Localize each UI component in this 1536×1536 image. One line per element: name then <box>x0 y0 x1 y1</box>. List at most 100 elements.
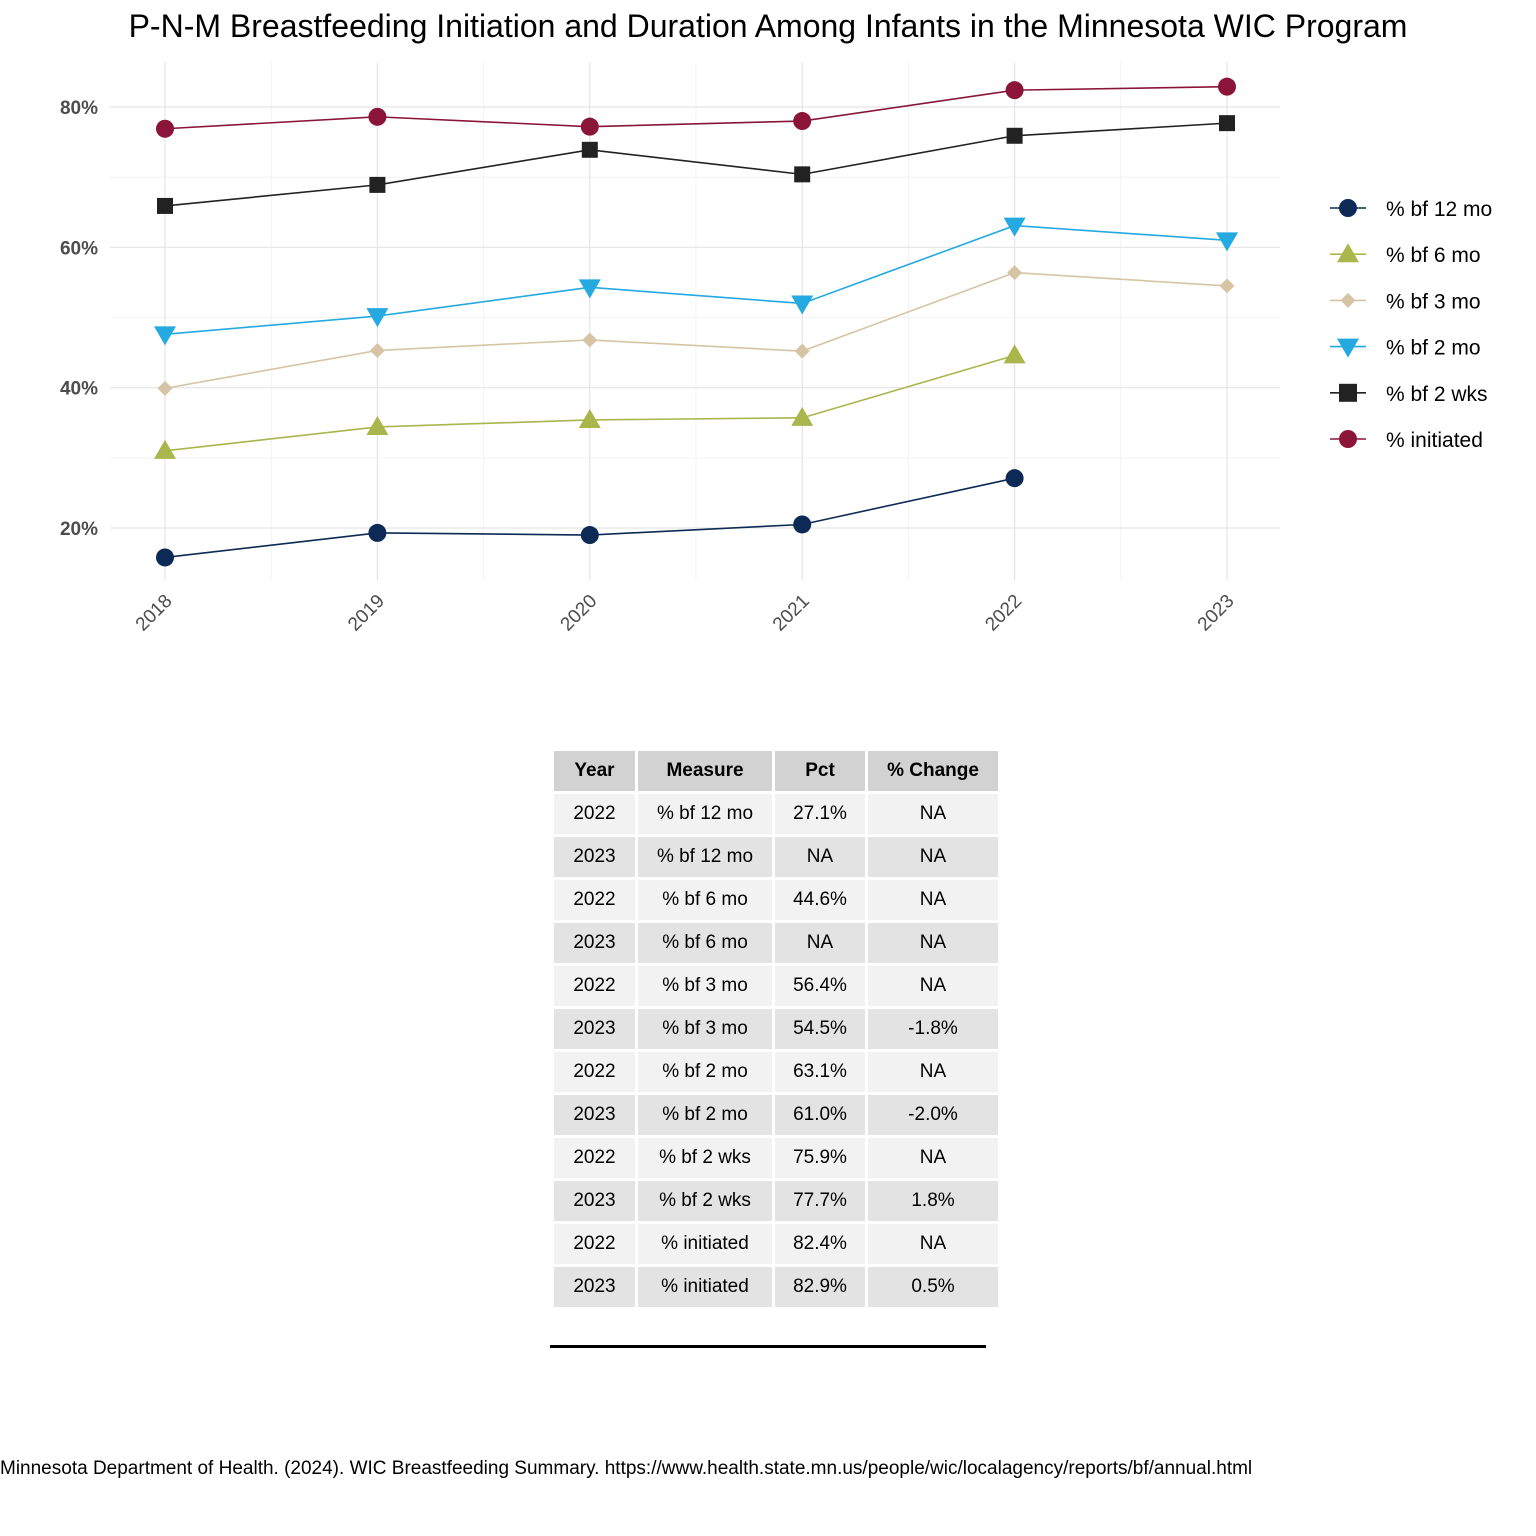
legend-label: % bf 3 mo <box>1386 290 1481 313</box>
source-citation: Minnesota Department of Health. (2024). … <box>0 1458 1253 1479</box>
table-cell: 0.5% <box>868 1267 998 1307</box>
line-chart: 20% 40% 60% 80% 2018 2019 2020 2021 2022 2023 % b… <box>60 62 1492 636</box>
table-cell: 2022 <box>554 1224 635 1264</box>
table-cell: 61.0% <box>775 1095 865 1135</box>
table-cell: 2023 <box>554 1009 635 1049</box>
table-cell: 82.9% <box>775 1267 865 1307</box>
table-header-cell: Year <box>554 751 635 791</box>
data-point <box>368 523 387 542</box>
legend-label: % bf 2 mo <box>1386 337 1481 360</box>
table-row: 2023% bf 12 mo NA NA <box>554 837 998 877</box>
table-bottom-rule <box>550 1345 986 1348</box>
table-cell: 56.4% <box>775 966 865 1006</box>
data-point <box>791 406 814 426</box>
data-point <box>1219 115 1235 132</box>
table-cell: NA <box>868 1052 998 1092</box>
series-initiated <box>156 77 1236 138</box>
data-point <box>366 415 389 435</box>
table-cell: % bf 6 mo <box>638 923 772 963</box>
data-point <box>1218 77 1236 96</box>
data-point <box>578 408 601 428</box>
table-cell: 82.4% <box>775 1224 865 1264</box>
table-cell: -2.0% <box>868 1095 998 1135</box>
table-cell: 2022 <box>554 880 635 920</box>
table-row: 2022% bf 6 mo 44.6% NA <box>554 880 998 920</box>
table-row: 2022% bf 12 mo 27.1% NA <box>554 794 998 834</box>
data-point <box>791 295 814 315</box>
table-cell: % bf 2 mo <box>638 1095 772 1135</box>
data-point <box>578 279 601 299</box>
legend-item: % bf 3 mo <box>1330 290 1481 313</box>
data-point <box>1003 344 1026 364</box>
table-cell: 2022 <box>554 794 635 834</box>
data-point <box>1003 217 1026 237</box>
series-bf-2-wks <box>157 115 1235 214</box>
x-tick-label: 2022 <box>981 591 1026 636</box>
table-cell: % bf 2 wks <box>638 1138 772 1178</box>
table-cell: 2023 <box>554 837 635 877</box>
y-tick-label: 40% <box>60 379 98 400</box>
x-tick-label: 2019 <box>344 591 389 636</box>
data-point <box>156 119 174 138</box>
legend-label: % bf 2 wks <box>1386 383 1488 406</box>
x-tick-label: 2023 <box>1194 591 1239 636</box>
table-row: 2022% bf 3 mo 56.4% NA <box>554 966 998 1006</box>
table-cell: NA <box>868 837 998 877</box>
data-point <box>794 166 811 183</box>
table-cell: 2023 <box>554 923 635 963</box>
data-point <box>580 117 599 136</box>
data-point <box>794 343 810 359</box>
table-header-row: Year Measure Pct% Change <box>554 751 998 791</box>
table-cell: NA <box>868 794 998 834</box>
table-header-cell: Pct <box>775 751 865 791</box>
table-cell: 77.7% <box>775 1181 865 1221</box>
table-cell: NA <box>868 923 998 963</box>
data-point <box>1006 127 1023 144</box>
legend-item: % initiated <box>1330 429 1483 452</box>
table-cell: NA <box>868 1138 998 1178</box>
y-tick-label: 60% <box>60 238 98 259</box>
data-point <box>1337 243 1359 263</box>
table-row: 2023% bf 3 mo 54.5% -1.8% <box>554 1009 998 1049</box>
table-cell: 2023 <box>554 1095 635 1135</box>
grid-layer <box>110 62 1280 580</box>
table-cell: NA <box>775 837 865 877</box>
table-row: 2022% bf 2 mo 63.1% NA <box>554 1052 998 1092</box>
table-header-cell: Measure <box>638 751 772 791</box>
data-point <box>1339 430 1357 448</box>
data-table: Year Measure Pct% Change 2022% bf 12 mo 27.… <box>551 748 1001 1310</box>
table-row: 2023% initiated 82.9% 0.5% <box>554 1267 998 1307</box>
legend-label: % initiated <box>1386 429 1483 452</box>
table-cell: 2023 <box>554 1267 635 1307</box>
table-cell: % bf 12 mo <box>638 794 772 834</box>
x-tick-label: 2020 <box>557 591 602 636</box>
table-cell: 27.1% <box>775 794 865 834</box>
table-cell: 2022 <box>554 1052 635 1092</box>
table-cell: NA <box>775 923 865 963</box>
series-line <box>164 122 1228 207</box>
table-row: 2022% initiated 82.4% NA <box>554 1224 998 1264</box>
data-point <box>1216 232 1238 252</box>
data-point <box>157 380 173 396</box>
data-point <box>369 176 386 193</box>
data-point <box>1005 81 1024 100</box>
data-point <box>154 439 176 459</box>
data-point <box>369 342 385 358</box>
table-cell: 63.1% <box>775 1052 865 1092</box>
series-bf-12-mo <box>156 469 1024 567</box>
table-row: 2022% bf 2 wks 75.9% NA <box>554 1138 998 1178</box>
table-cell: 2023 <box>554 1181 635 1221</box>
y-tick-label: 80% <box>60 98 98 119</box>
table-body: 2022% bf 12 mo 27.1% NA 2023% bf 12 mo NA NA 2… <box>554 794 998 1307</box>
table-cell: NA <box>868 966 998 1006</box>
data-point <box>580 526 599 545</box>
table-cell: 2022 <box>554 966 635 1006</box>
table-cell: % initiated <box>638 1267 772 1307</box>
table-cell: -1.8% <box>868 1009 998 1049</box>
data-point <box>1007 265 1023 281</box>
data-point <box>1340 292 1356 308</box>
legend-item: % bf 12 mo <box>1330 198 1492 221</box>
data-point <box>1339 199 1357 217</box>
table-cell: 44.6% <box>775 880 865 920</box>
table-cell: NA <box>868 880 998 920</box>
